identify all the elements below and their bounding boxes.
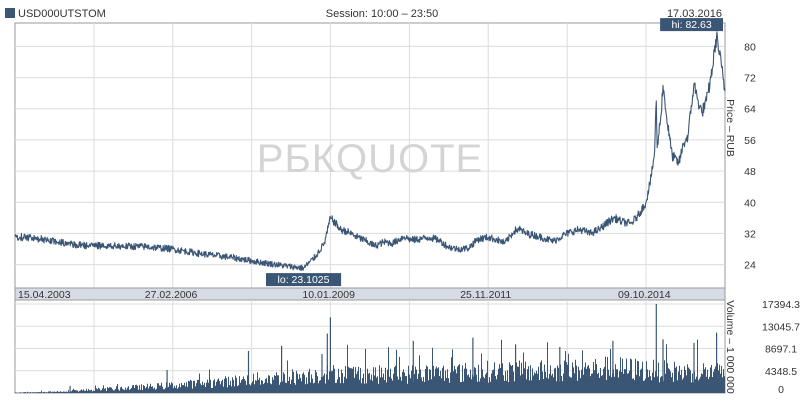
volume-tick-label: 17394.3: [762, 299, 800, 311]
date-tick-label: 09.10.2014: [618, 289, 671, 301]
price-tick-label: 56: [744, 135, 756, 147]
volume-tick-label: 4348.5: [765, 366, 797, 378]
date-tick-label: 27.02.2006: [145, 289, 198, 301]
date-tick-labels: 15.04.2003 27.02.2006 10.01.2009 25.11.2011…: [18, 289, 671, 301]
volume-tick-label: 8697.1: [765, 344, 797, 356]
price-tick-label: 48: [744, 166, 756, 178]
price-tick-label: 40: [744, 197, 756, 209]
price-y-ticks: 24 32 40 48 56 64 72 80: [744, 41, 756, 271]
volume-tick-label: 13045.7: [762, 321, 800, 333]
price-tick-label: 64: [744, 104, 756, 116]
price-panel: РБКQUOTE 24 32 40 48 56 64 72 80 Price – RUB hi…: [14, 18, 756, 289]
volume-axis-title: Volume – 1 000 000: [724, 300, 736, 394]
volume-y-ticks: 0 4348.5 8697.1 13045.7 17394.3: [762, 299, 800, 396]
price-line-layer: [14, 31, 726, 271]
lo-callout-label: lo: 23.1025: [278, 274, 330, 286]
volume-tick-label: 0: [778, 384, 784, 396]
volume-bars: [15, 304, 725, 393]
date-tick-label: 10.01.2009: [302, 289, 355, 301]
price-tick-label: 80: [744, 41, 756, 53]
date-axis-band: 15.04.2003 27.02.2006 10.01.2009 25.11.2011…: [14, 287, 726, 301]
callouts: hi: 82.63 lo: 23.1025: [266, 18, 723, 287]
lo-callout-marker: [266, 273, 342, 287]
volume-panel: 0 4348.5 8697.1 13045.7 17394.3 Volume – 1 0…: [14, 299, 800, 396]
date-label: 17.03.2016: [667, 8, 722, 20]
session-label: Session: 10:00 – 23:50: [326, 8, 439, 20]
price-tick-label: 24: [744, 260, 756, 272]
series-legend-swatch: [5, 8, 15, 18]
price-tick-label: 32: [744, 228, 756, 240]
price-line: [14, 31, 726, 271]
price-grid: [15, 23, 725, 288]
price-axis-title: Price – RUB: [724, 99, 736, 157]
symbol-label: USD000UTSTOM: [18, 8, 106, 20]
price-tick-label: 72: [744, 73, 756, 85]
date-tick-label: 25.11.2011: [460, 289, 511, 301]
hi-callout-marker: [660, 18, 723, 32]
date-tick-label: 15.04.2003: [18, 289, 71, 301]
hi-callout-label: hi: 82.63: [671, 19, 711, 31]
watermark: РБКQUOTE: [257, 137, 483, 181]
chart-header: USD000UTSTOM Session: 10:00 – 23:50 17.0…: [5, 8, 722, 20]
